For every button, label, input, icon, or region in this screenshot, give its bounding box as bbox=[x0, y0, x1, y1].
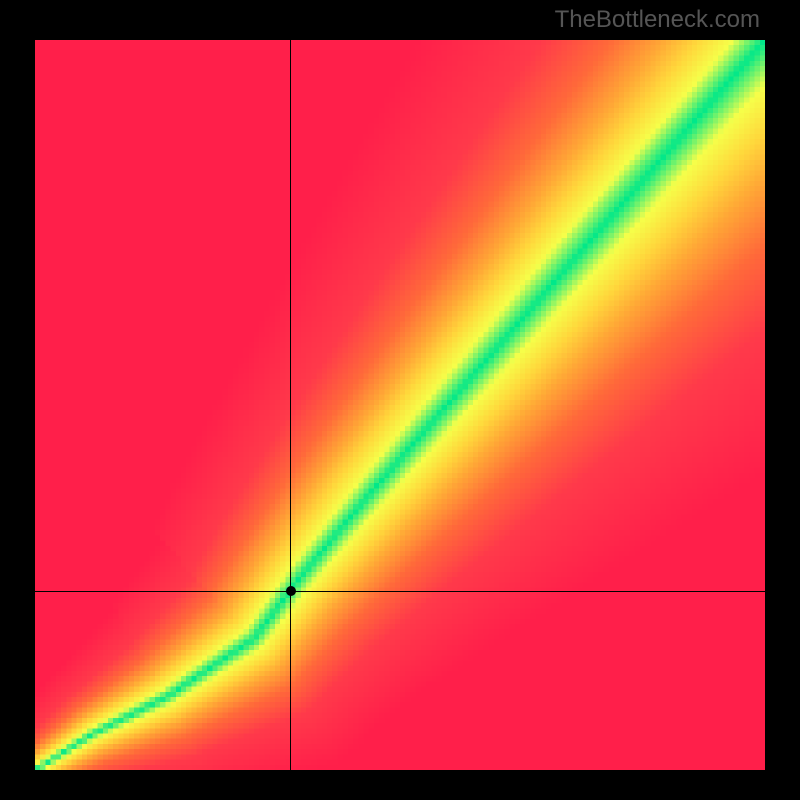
crosshair-horizontal bbox=[35, 591, 765, 592]
crosshair-vertical bbox=[290, 40, 291, 770]
selected-point-marker bbox=[286, 586, 296, 596]
chart-container: TheBottleneck.com bbox=[0, 0, 800, 800]
watermark-text: TheBottleneck.com bbox=[555, 6, 760, 34]
bottleneck-heatmap bbox=[35, 40, 765, 770]
